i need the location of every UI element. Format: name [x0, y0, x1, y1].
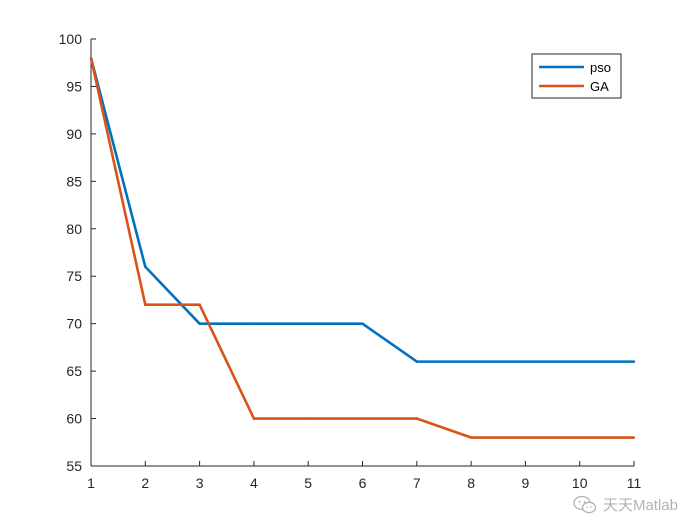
data-point-ga	[252, 417, 256, 420]
watermark-text: 天天Matlab	[602, 497, 678, 514]
y-tick-label: 85	[66, 173, 82, 189]
data-point-pso	[361, 322, 364, 325]
series-line-ga	[89, 57, 634, 439]
data-point-ga	[144, 303, 147, 306]
legend: pso GA	[531, 53, 622, 99]
y-tick-label: 75	[66, 268, 82, 284]
data-point-ga	[469, 436, 473, 439]
series-layer	[89, 56, 636, 439]
data-point-pso	[198, 322, 201, 325]
x-tick-label: 1	[87, 475, 95, 491]
watermark: 天天Matlab	[573, 494, 678, 515]
legend-box	[531, 53, 622, 99]
data-point-ga	[89, 56, 93, 60]
data-point-pso	[415, 360, 418, 363]
data-point-ga	[415, 417, 418, 420]
y-tick-label: 60	[66, 411, 82, 427]
x-tick-label: 8	[467, 475, 475, 491]
axes-frame	[90, 39, 634, 467]
data-point-pso	[632, 360, 636, 363]
x-tick-label: 5	[304, 475, 312, 491]
y-tick-label: 100	[59, 31, 83, 47]
legend-label-pso: pso	[590, 60, 611, 75]
data-point-ga	[524, 436, 527, 439]
x-tick-label: 3	[196, 475, 204, 491]
wechat-icon	[573, 495, 597, 513]
legend-label-ga: GA	[590, 79, 609, 94]
x-tick-label: 7	[413, 475, 421, 491]
data-point-pso	[307, 322, 310, 325]
data-point-ga	[578, 436, 581, 439]
x-tick-label: 2	[141, 475, 149, 491]
x-tick-label: 10	[572, 475, 588, 491]
data-point-pso	[524, 360, 527, 363]
y-tick-label: 65	[66, 363, 82, 379]
data-point-pso	[469, 360, 473, 363]
y-tick-label: 55	[66, 458, 82, 474]
data-point-ga	[361, 417, 364, 420]
x-tick-label: 11	[627, 475, 642, 491]
data-point-ga	[632, 436, 636, 439]
x-tick-label: 9	[522, 475, 530, 491]
y-tick-label: 70	[66, 316, 82, 332]
x-tick-label: 6	[359, 475, 367, 491]
y-tick-label: 80	[66, 221, 82, 237]
data-point-pso	[578, 360, 581, 363]
data-point-ga	[198, 303, 201, 306]
series-line-pso	[89, 57, 634, 363]
data-point-pso	[144, 265, 147, 268]
y-tick-label: 95	[66, 78, 82, 94]
y-tick-label: 90	[66, 126, 82, 142]
data-point-pso	[252, 322, 256, 325]
x-tick-label: 4	[250, 475, 258, 491]
x-axis-ticks: 1 2 3 4 5 6 7 8 9 10 11	[87, 461, 641, 491]
y-axis-ticks: 55 60 65 70 75 80 85 90 95 100	[59, 31, 96, 474]
data-point-ga	[307, 417, 310, 420]
